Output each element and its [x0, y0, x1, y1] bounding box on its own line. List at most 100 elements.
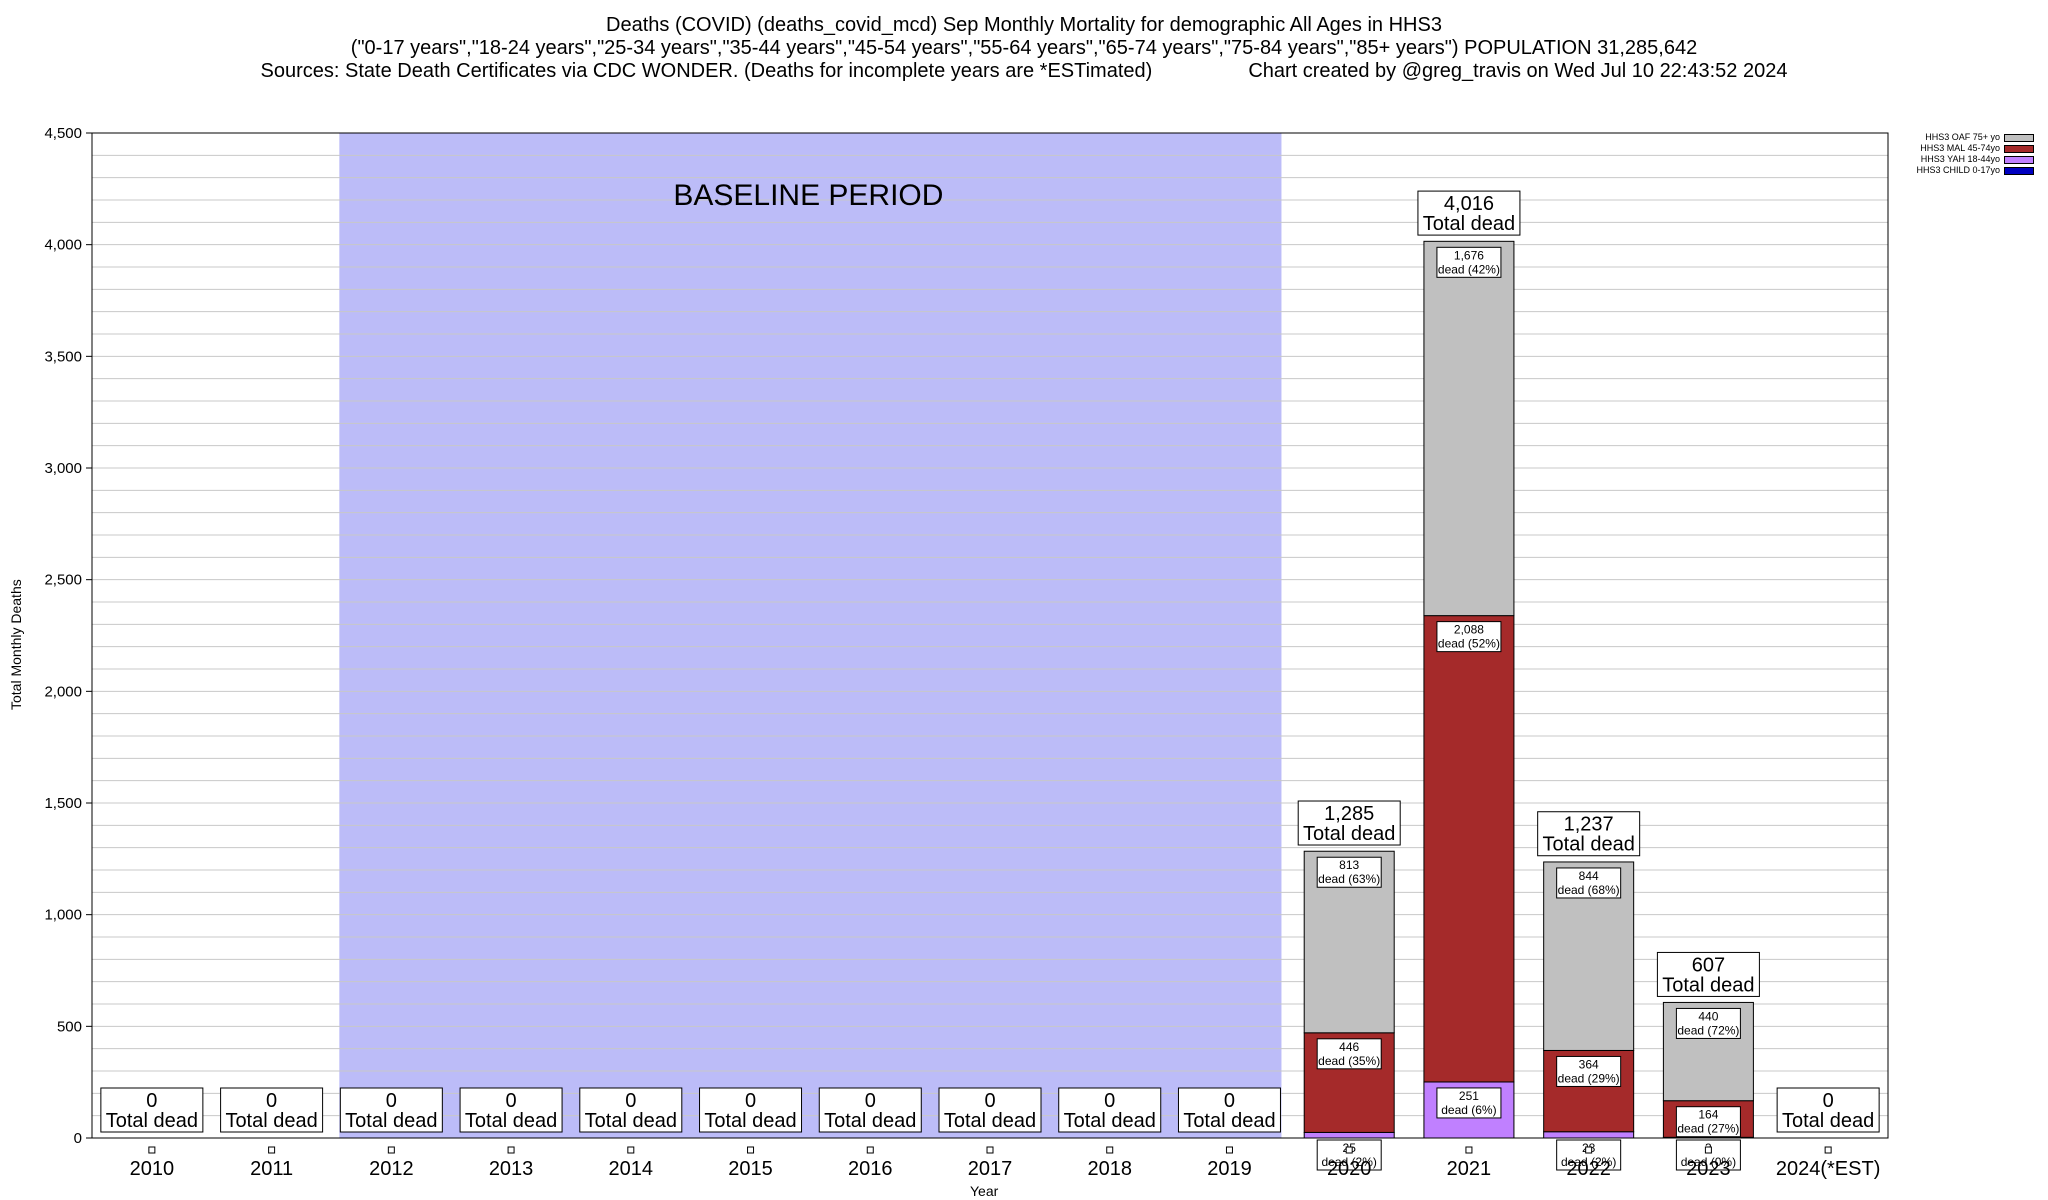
segment-percent-label: dead (27%) [1677, 1122, 1739, 1136]
total-label-box [579, 1087, 683, 1133]
segment-percent-label: dead (63%) [1318, 872, 1380, 886]
x-tick-marker [148, 1146, 156, 1154]
total-dead-label: Total dead [704, 1110, 796, 1132]
total-label-box [1417, 190, 1521, 236]
legend-swatch [2004, 144, 2034, 153]
x-tick-marker [627, 1146, 635, 1154]
total-value-label: 0 [745, 1090, 756, 1112]
total-label-box [938, 1087, 1042, 1133]
total-value-label: 0 [266, 1090, 277, 1112]
y-tick-label: 2,000 [44, 683, 82, 700]
x-tick-marker [268, 1146, 276, 1154]
total-label-box [220, 1087, 324, 1133]
x-tick-label: 2011 [250, 1158, 293, 1180]
y-axis-title: Total Monthly Deaths [8, 579, 24, 710]
x-tick-marker [1585, 1146, 1593, 1154]
segment-percent-label: dead (68%) [1558, 883, 1620, 897]
total-label-box [1537, 811, 1641, 857]
x-tick-marker [1465, 1146, 1473, 1154]
bar-segment [1543, 1131, 1635, 1139]
x-tick-marker [747, 1146, 755, 1154]
x-tick-label: 2014 [609, 1158, 654, 1180]
total-dead-label: Total dead [585, 1110, 677, 1132]
segment-value-label: 1,676 [1454, 248, 1484, 262]
legend-item-yah: HHS3 YAH 18-44yo [1916, 154, 2034, 165]
segment-percent-label: dead (35%) [1318, 1054, 1380, 1068]
segment-value-label: 440 [1698, 1009, 1718, 1023]
total-label-box [1656, 951, 1760, 997]
legend-label: HHS3 YAH 18-44yo [1920, 154, 2000, 164]
chart-source: Sources: State Death Certificates via CD… [260, 60, 1153, 82]
segment-label-box [1556, 867, 1622, 899]
total-dead-label: Total dead [1662, 974, 1754, 996]
chart-title: Deaths (COVID) (deaths_covid_mcd) Sep Mo… [606, 14, 1442, 36]
y-tick-label: 4,000 [44, 237, 82, 254]
segment-percent-label: dead (2%) [1322, 1155, 1377, 1169]
y-tick-label: 1,500 [44, 795, 82, 812]
total-value-label: 0 [386, 1090, 397, 1112]
segment-percent-label: dead (2%) [1561, 1155, 1616, 1169]
total-label-box [1177, 1087, 1281, 1133]
total-dead-label: Total dead [225, 1110, 317, 1132]
segment-label-box [1675, 1139, 1741, 1171]
baseline-period-region [339, 133, 1282, 1138]
total-value-label: 1,237 [1564, 814, 1614, 836]
segment-percent-label: dead (0%) [1681, 1155, 1736, 1169]
y-tick-label: 3,500 [44, 348, 82, 365]
segment-label-box [1556, 1055, 1622, 1087]
segment-label-box [1675, 1007, 1741, 1039]
bar-segment [1303, 1131, 1395, 1139]
y-tick-label: 500 [57, 1018, 82, 1035]
legend-item-mal: HHS3 MAL 45-74yo [1916, 143, 2034, 154]
total-label-box [1776, 1087, 1880, 1133]
total-dead-label: Total dead [1303, 823, 1395, 845]
total-value-label: 1,285 [1324, 803, 1374, 825]
x-tick-label: 2013 [489, 1158, 534, 1180]
segment-label-box [1316, 856, 1382, 888]
x-tick-label: 2019 [1207, 1158, 1252, 1180]
segment-value-label: 2,088 [1454, 623, 1484, 637]
total-label-box [818, 1087, 922, 1133]
x-tick-marker [1704, 1146, 1712, 1154]
segment-label-box [1316, 1139, 1382, 1171]
total-dead-label: Total dead [345, 1110, 437, 1132]
segment-value-label: 364 [1579, 1057, 1599, 1071]
legend-swatch [2004, 166, 2034, 175]
x-tick-label: 2017 [968, 1158, 1013, 1180]
total-dead-label: Total dead [824, 1110, 916, 1132]
total-value-label: 4,016 [1444, 193, 1494, 215]
y-tick-label: 4,500 [44, 125, 82, 142]
y-tick-label: 3,000 [44, 460, 82, 477]
baseline-period-label: BASELINE PERIOD [673, 179, 943, 212]
x-tick-label: 2022 [1566, 1158, 1611, 1180]
x-tick-label: 2012 [369, 1158, 414, 1180]
segment-label-box [1436, 1087, 1502, 1119]
x-tick-label: 2020 [1327, 1158, 1372, 1180]
total-value-label: 607 [1692, 954, 1725, 976]
legend-label: HHS3 CHILD 0-17yo [1916, 165, 2000, 175]
segment-value-label: 813 [1339, 858, 1359, 872]
x-tick-label: 2024(*EST) [1776, 1158, 1881, 1180]
segment-label-box [1675, 1106, 1741, 1138]
total-value-label: 0 [1823, 1090, 1834, 1112]
segment-label-box [1436, 621, 1502, 653]
total-value-label: 0 [625, 1090, 636, 1112]
total-dead-label: Total dead [1543, 834, 1635, 856]
segment-value-label: 164 [1698, 1108, 1718, 1122]
segment-percent-label: dead (72%) [1677, 1023, 1739, 1037]
segment-percent-label: dead (6%) [1441, 1103, 1496, 1117]
legend-label: HHS3 MAL 45-74yo [1920, 143, 2000, 153]
x-tick-marker [507, 1146, 515, 1154]
total-value-label: 0 [865, 1090, 876, 1112]
x-tick-marker [1824, 1146, 1832, 1154]
total-dead-label: Total dead [1423, 213, 1515, 235]
total-label-box [339, 1087, 443, 1133]
x-tick-label: 2021 [1447, 1158, 1492, 1180]
x-tick-marker [387, 1146, 395, 1154]
total-label-box [1058, 1087, 1162, 1133]
segment-percent-label: dead (42%) [1438, 262, 1500, 276]
total-value-label: 0 [146, 1090, 157, 1112]
x-tick-label: 2010 [130, 1158, 175, 1180]
chart-source-line: Sources: State Death Certificates via CD… [0, 60, 2048, 83]
